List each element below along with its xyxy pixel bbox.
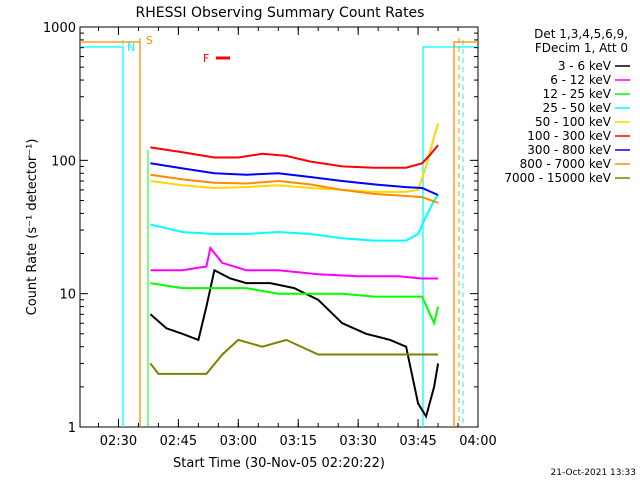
legend-label: 3 - 6 keV bbox=[558, 59, 612, 73]
series-line-9 bbox=[149, 338, 439, 375]
flare-label: F bbox=[203, 52, 209, 65]
saa-label: S bbox=[146, 34, 153, 47]
x-tick-label: 04:00 bbox=[459, 434, 496, 449]
series-line-1 bbox=[149, 268, 440, 419]
legend-label: 6 - 12 keV bbox=[550, 73, 612, 87]
series-line-4 bbox=[150, 194, 439, 242]
night-label: N bbox=[127, 41, 135, 54]
x-tick-label: 03:15 bbox=[280, 434, 317, 449]
legend-label: 800 - 7000 keV bbox=[520, 157, 612, 171]
y-tick-label: 1000 bbox=[43, 21, 76, 36]
legend-label: 50 - 100 keV bbox=[535, 115, 612, 129]
series-line-7 bbox=[150, 162, 439, 196]
legend-label: 100 - 300 keV bbox=[527, 129, 611, 143]
x-tick-label: 02:30 bbox=[100, 434, 137, 449]
x-tick-label: 03:30 bbox=[339, 434, 376, 449]
x-tick-label: 03:00 bbox=[220, 434, 257, 449]
series-line-6 bbox=[150, 144, 439, 169]
plot-frame bbox=[79, 26, 479, 428]
series-line-3 bbox=[150, 282, 440, 327]
legend-header-line: FDecim 1, Att 0 bbox=[535, 41, 628, 55]
legend-label: 300 - 800 keV bbox=[527, 143, 611, 157]
x-tick-label: 02:45 bbox=[160, 434, 197, 449]
series-line-8 bbox=[150, 173, 439, 204]
legend-label: 25 - 50 keV bbox=[543, 101, 612, 115]
series-line-2 bbox=[150, 245, 439, 280]
legend: Det 1,3,4,5,6,9,FDecim 1, Att 0 3 - 6 keV… bbox=[504, 27, 630, 185]
legend-label: 12 - 25 keV bbox=[543, 87, 612, 101]
chart-title: RHESSI Observing Summary Count Rates bbox=[136, 5, 425, 21]
legend-label: 7000 - 15000 keV bbox=[504, 171, 611, 185]
y-tick-label: 100 bbox=[51, 154, 76, 169]
overlay-layer: NS F bbox=[80, 34, 478, 427]
y-tick-label: 10 bbox=[59, 288, 76, 303]
x-tick-label: 03:45 bbox=[399, 434, 436, 449]
saa-region-right bbox=[453, 41, 478, 427]
timestamp: 21-Oct-2021 13:33 bbox=[551, 468, 636, 478]
y-tick-label: 1 bbox=[68, 421, 76, 436]
night-region-left bbox=[80, 46, 124, 427]
y-axis-label: Count Rate (s⁻¹ detector⁻¹) bbox=[25, 139, 40, 316]
series-layer bbox=[149, 122, 440, 419]
x-axis-label: Start Time (30-Nov-05 02:20:22) bbox=[173, 456, 385, 471]
axes-layer: 02:30 02:45 03:00 03:15 03:30 03:45 04:00 1 10 10… bbox=[43, 21, 497, 449]
legend-header-line: Det 1,3,4,5,6,9, bbox=[534, 27, 628, 41]
